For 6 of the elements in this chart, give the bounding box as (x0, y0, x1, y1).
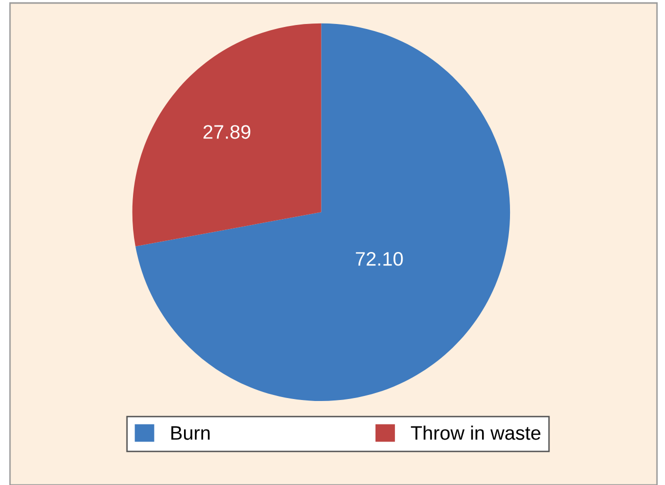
data-label: 27.89 (204, 125, 250, 139)
data-label: 72.10 (356, 252, 403, 266)
pie-slice (135, 23, 510, 402)
legend-label: Burn (171, 426, 210, 440)
pie-slice (132, 23, 322, 246)
legend-label: Throw in waste (410, 426, 540, 440)
